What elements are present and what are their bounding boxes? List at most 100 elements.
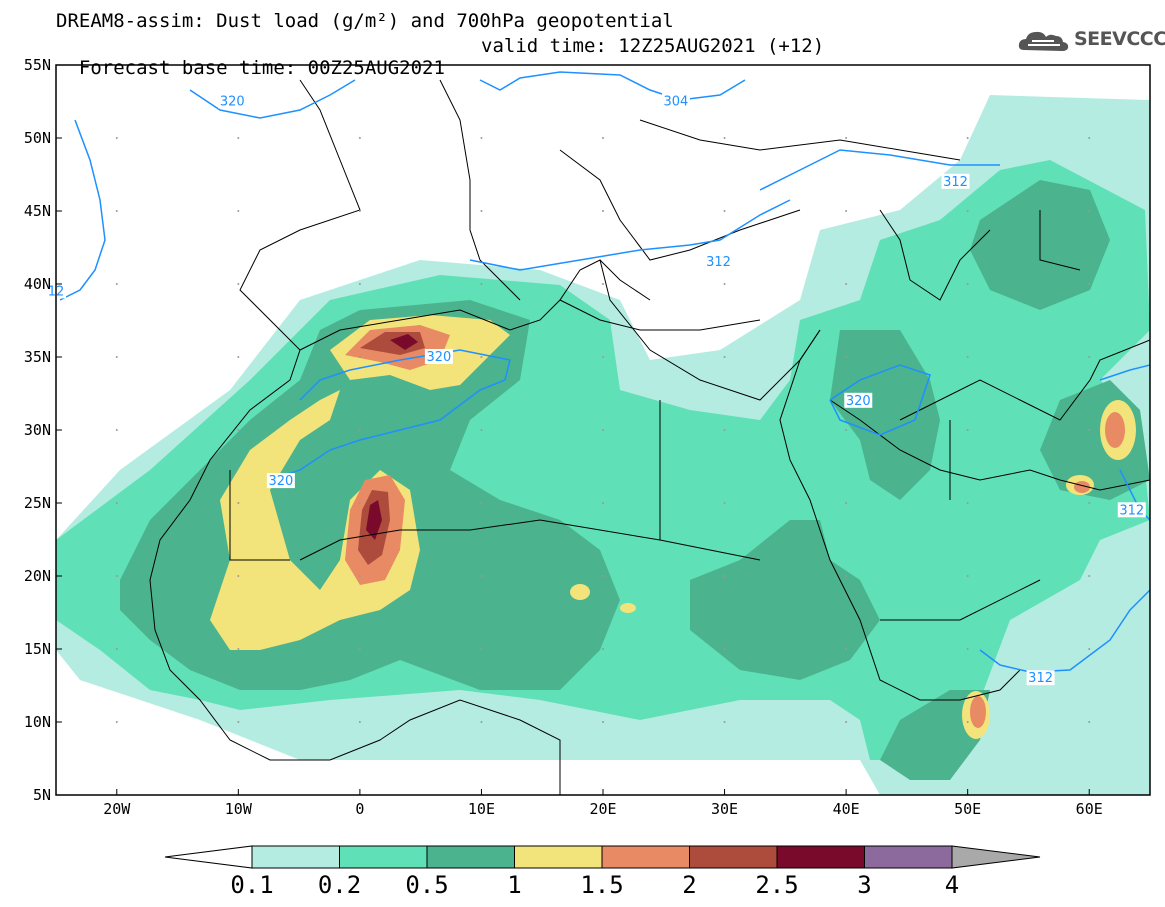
grid-dot (602, 283, 604, 285)
grid-dot (1088, 648, 1091, 650)
lat-label: 15N (24, 640, 51, 658)
dust-region-1.5 (970, 696, 986, 728)
grid-dot (237, 721, 240, 723)
grid-dot (1088, 356, 1091, 358)
lon-label: 10E (468, 800, 495, 818)
grid-dot (845, 137, 848, 139)
longitude-axis: 20W 10W 0 10E 20E 30E 40E 50E 60E (103, 789, 1103, 818)
grid-dot (966, 648, 969, 650)
colorbar-tick-label: 4 (945, 871, 959, 899)
grid-dot (237, 502, 240, 504)
contour-label-bg (704, 254, 733, 270)
grid-dot (602, 429, 604, 431)
lat-label: 45N (24, 202, 51, 220)
grid-dot (237, 283, 240, 285)
grid-dot (602, 721, 604, 723)
grid-dot (602, 575, 604, 577)
colorbar-tick-label: 1 (507, 871, 521, 899)
geopotential-contour (469, 199, 791, 271)
grid-dot (480, 721, 483, 723)
map-title: DREAM8-assim: Dust load (g/m²) and 700hP… (56, 10, 674, 32)
colorbar-tick-label: 1.5 (580, 871, 623, 899)
colorbar-segment (864, 845, 953, 869)
colorbar-tick-label: 0.1 (230, 871, 273, 899)
grid-dot (358, 137, 361, 139)
colorbar-segment (251, 845, 340, 869)
colorbar: 0.1 0.2 0.5 1 1.5 2 2.5 3 4 (164, 845, 1041, 899)
grid-dot (723, 502, 726, 504)
contour-label-bg (266, 473, 295, 489)
grid-dot (966, 429, 969, 431)
grid-dot (358, 502, 361, 504)
grid-dot (115, 648, 118, 650)
grid-dot (1088, 575, 1091, 577)
contour-label-bg (844, 392, 873, 408)
grid-dot (480, 648, 483, 650)
contour-label-bg (1026, 670, 1055, 686)
grid-dot (845, 721, 848, 723)
forecast-base-time: Forecast base time: 00Z25AUG2021 (78, 57, 445, 79)
grid-dot (845, 210, 848, 212)
lat-label: 5N (33, 786, 51, 804)
dust-region-0.5 (690, 520, 880, 680)
grid-dot (115, 429, 118, 431)
colorbar-overflow-arrow (951, 845, 1041, 869)
grid-dot (237, 575, 240, 577)
contour-label: 320 (220, 95, 245, 110)
dust-region-1 (620, 603, 636, 613)
grid-dot (602, 210, 604, 212)
lon-label: 20W (103, 800, 131, 818)
grid-dot (358, 721, 361, 723)
lat-label: 55N (24, 56, 51, 74)
contour-label: 312 (706, 255, 731, 270)
grid-dot (115, 137, 118, 139)
grid-dot (1088, 210, 1091, 212)
lat-label: 20N (24, 567, 51, 585)
grid-dot (480, 283, 483, 285)
lat-label: 40N (24, 275, 51, 293)
grid-layer (115, 137, 1091, 723)
grid-dot (1088, 137, 1091, 139)
grid-dot (358, 210, 361, 212)
grid-dot (358, 429, 361, 431)
lon-label: 20E (589, 800, 616, 818)
dust-field-layer (56, 95, 1150, 795)
grid-dot (723, 283, 726, 285)
grid-dot (115, 283, 118, 285)
contour-label: 312 (943, 175, 968, 190)
grid-dot (723, 137, 726, 139)
grid-dot (845, 356, 848, 358)
grid-dot (115, 502, 118, 504)
grid-dot (358, 283, 361, 285)
colorbar-segment (514, 845, 603, 869)
dust-region-2.5 (390, 334, 418, 350)
colorbar-tick-label: 3 (857, 871, 871, 899)
latitude-axis: 55N 50N 45N 40N 35N 30N 25N 20N 15N 10N 5N (24, 56, 62, 804)
lat-label: 30N (24, 421, 51, 439)
lat-label: 10N (24, 713, 51, 731)
lon-label: 10W (225, 800, 253, 818)
colorbar-tick-label: 2 (682, 871, 696, 899)
contour-label-bg (941, 173, 970, 189)
grid-dot (966, 283, 969, 285)
valid-time: valid time: 12Z25AUG2021 (+12) (481, 35, 825, 57)
colorbar-segment (339, 845, 428, 869)
contour-label-bg (218, 93, 247, 109)
grid-dot (845, 648, 848, 650)
contour-label: 312 (1028, 671, 1053, 686)
dust-region-2.5 (366, 500, 382, 540)
grid-dot (358, 648, 361, 650)
contour-label-bg (1117, 502, 1146, 518)
grid-dot (845, 283, 848, 285)
geopotential-contour (979, 589, 1150, 673)
grid-dot (723, 356, 726, 358)
grid-dot (358, 356, 361, 358)
grid-dot (723, 429, 726, 431)
contour-label: 304 (664, 95, 689, 110)
geopotential-contour (189, 79, 356, 119)
cloud-icon (1018, 31, 1069, 51)
geopotential-contour (759, 149, 1000, 191)
lon-label: 40E (833, 800, 860, 818)
grid-dot (237, 648, 240, 650)
